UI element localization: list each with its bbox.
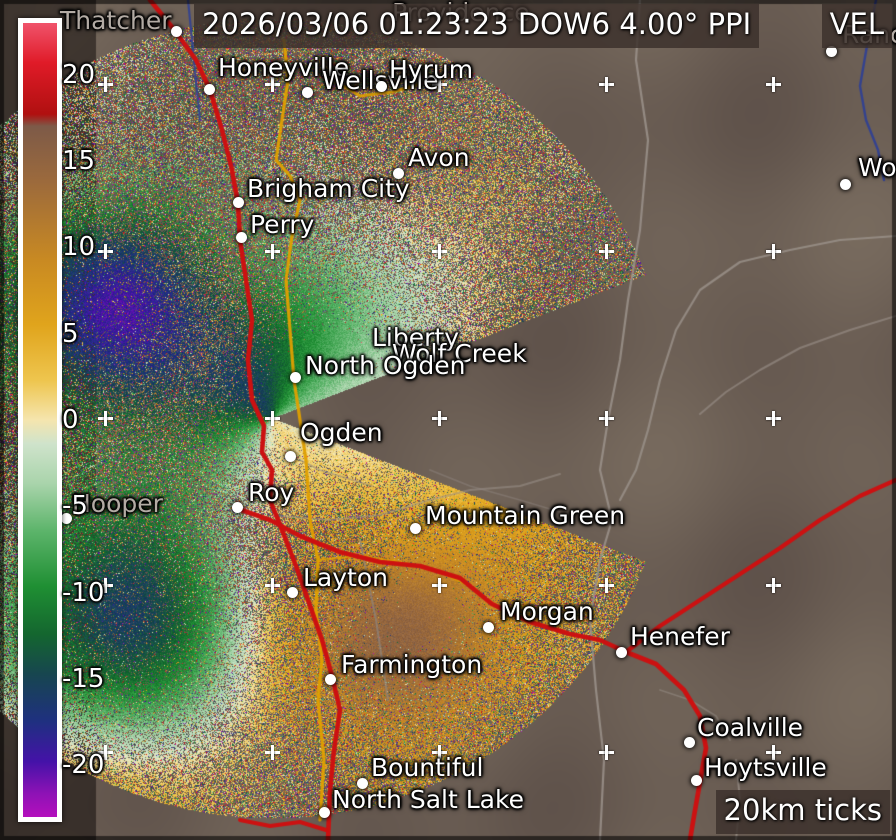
city-label-honeyville[interactable]: Honeyville [218,53,350,82]
city-marker-dot[interactable] [325,674,336,685]
city-label-roy[interactable]: Roy [248,478,295,507]
velocity-colorbar[interactable] [18,18,62,822]
city-label-perry[interactable]: Perry [250,210,315,239]
city-label-wolf-creek[interactable]: Wolf Creek [392,339,527,368]
city-label-mountain-green[interactable]: Mountain Green [425,501,626,530]
city-label-avon[interactable]: Avon [408,143,470,172]
city-marker-dot[interactable] [396,346,407,357]
city-label-farmington[interactable]: Farmington [341,650,483,679]
city-marker-dot[interactable] [684,737,695,748]
city-label-hoytsville[interactable]: Hoytsville [704,753,827,782]
city-label-coalville[interactable]: Coalville [697,713,804,742]
city-marker-dot[interactable] [290,372,301,383]
city-marker-dot[interactable] [61,513,72,524]
city-marker-dot[interactable] [616,647,627,658]
city-label-hyrum[interactable]: Hyrum [389,55,474,84]
city-label-layton[interactable]: Layton [303,563,388,592]
city-marker-dot[interactable] [204,84,215,95]
city-label-brigham-city[interactable]: Brigham City [247,174,410,203]
city-label-liberty[interactable]: Liberty [372,323,459,352]
city-label-morgan[interactable]: Morgan [500,597,594,626]
scan-title-banner: 2026/03/06 01:23:23 DOW6 4.00° PPI [194,4,760,48]
city-marker-dot[interactable] [285,451,296,462]
city-label-north-ogden[interactable]: North Ogden [305,351,466,380]
city-marker-dot[interactable] [302,87,313,98]
field-label-banner[interactable]: VEL [821,4,892,48]
city-label-henefer[interactable]: Henefer [630,622,730,651]
city-label-woodruff[interactable]: Woodruff [858,153,896,182]
city-marker-dot[interactable] [840,179,851,190]
city-marker-dot[interactable] [410,523,421,534]
city-marker-dot[interactable] [483,622,494,633]
city-marker-dot[interactable] [826,46,837,57]
city-label-bountiful[interactable]: Bountiful [371,753,484,782]
city-marker-dot[interactable] [319,807,330,818]
city-label-thatcher[interactable]: Thatcher [60,6,172,35]
city-marker-dot[interactable] [691,775,702,786]
city-marker-dot[interactable] [393,168,404,179]
colorbar-gradient [23,23,57,817]
city-marker-dot[interactable] [233,197,244,208]
city-label-ogden[interactable]: Ogden [300,418,383,447]
city-label-hooper[interactable]: Hooper [72,489,163,518]
range-scale-banner: 20km ticks [715,790,890,834]
city-label-north-salt-lake[interactable]: North Salt Lake [332,785,524,814]
city-marker-dot[interactable] [357,778,368,789]
city-marker-dot[interactable] [171,26,182,37]
city-marker-dot[interactable] [232,502,243,513]
city-marker-dot[interactable] [287,587,298,598]
city-marker-dot[interactable] [236,232,247,243]
city-marker-dot[interactable] [376,81,387,92]
